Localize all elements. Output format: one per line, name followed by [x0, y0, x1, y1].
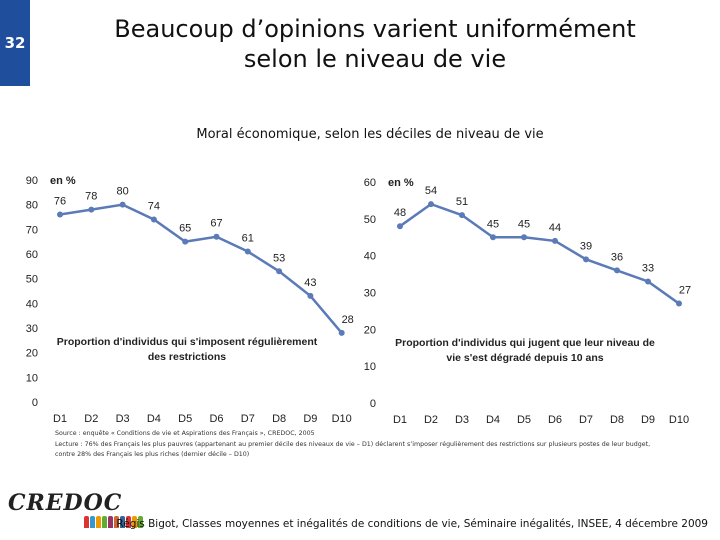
data-point: [676, 300, 682, 307]
data-label: 45: [518, 218, 530, 230]
data-point: [614, 267, 620, 274]
data-label: 51: [456, 196, 468, 208]
data-point: [397, 223, 403, 230]
data-point: [338, 329, 345, 336]
data-point: [459, 212, 465, 219]
y-tick-label: 40: [364, 251, 376, 263]
y-tick-label: 90: [26, 175, 38, 187]
data-point: [88, 206, 95, 213]
data-point: [276, 268, 283, 275]
data-point: [490, 234, 496, 241]
x-tick-label: D4: [147, 413, 161, 425]
x-tick-label: D8: [610, 414, 624, 426]
data-label: 44: [549, 222, 561, 234]
x-tick-label: D9: [303, 413, 317, 425]
x-tick-label: D2: [424, 414, 438, 426]
slide-number: 32: [0, 0, 30, 86]
data-point: [645, 278, 651, 285]
y-tick-label: 40: [26, 298, 38, 310]
data-label: 28: [342, 314, 354, 326]
title-line-1: Beaucoup d’opinions varient uniformément: [114, 15, 636, 43]
y-tick-label: 50: [364, 214, 376, 226]
x-tick-label: D2: [84, 413, 98, 425]
data-point: [552, 237, 558, 244]
footer-credit: Régis Bigot, Classes moyennes et inégali…: [116, 518, 708, 530]
data-point: [521, 234, 527, 241]
y-tick-label: 80: [26, 200, 38, 212]
x-tick-label: D6: [209, 413, 223, 425]
data-label: 53: [273, 252, 285, 264]
x-tick-label: D10: [332, 413, 352, 425]
chart-standard-of-living: 0 10 20 30 40 50 60 en % D1 D2 D3 D4 D5 D6 D7 D8 D9 D10 48…: [364, 177, 691, 426]
data-point: [583, 256, 589, 263]
chart-annotation: vie s'est dégradé depuis 10 ans: [446, 352, 603, 364]
y-tick-label: 0: [370, 398, 376, 410]
data-point: [244, 248, 251, 255]
x-tick-label: D5: [178, 413, 192, 425]
x-tick-label: D1: [393, 414, 407, 426]
data-label: 43: [304, 277, 316, 289]
data-point: [307, 292, 314, 299]
data-label: 80: [116, 186, 128, 198]
source-line: Lecture : 76% des Français les plus pauv…: [55, 440, 651, 448]
data-label: 45: [487, 218, 499, 230]
source-line: contre 28% des Français les plus riches …: [55, 451, 250, 458]
data-label: 76: [54, 196, 66, 208]
y-tick-label: 10: [364, 361, 376, 373]
chart-restrictions: 0 10 20 30 40 50 60 70 80 90 en % D1 D2 D3 D4 D5 D6 D7 D8 D…: [26, 175, 354, 425]
chart-subtitle: Moral économique, selon les déciles de n…: [196, 127, 544, 142]
x-tick-label: D1: [53, 413, 67, 425]
x-tick-label: D9: [641, 414, 655, 426]
data-point: [182, 238, 189, 245]
chart-annotation: des restrictions: [148, 351, 226, 363]
data-label: 48: [394, 207, 406, 219]
data-point: [213, 233, 220, 240]
people-icon: [84, 516, 143, 528]
data-label: 67: [210, 218, 222, 230]
data-point: [119, 201, 126, 208]
title-line-2: selon le niveau de vie: [243, 45, 507, 73]
x-tick-label: D6: [548, 414, 562, 426]
source-note: Source : enquête « Conditions de vie et …: [55, 429, 705, 461]
x-tick-label: D10: [669, 414, 689, 426]
slide-title: Beaucoup d’opinions varient uniformément…: [60, 14, 690, 74]
y-tick-label: 10: [26, 372, 38, 384]
source-line: Source : enquête « Conditions de vie et …: [55, 430, 315, 437]
x-tick-label: D8: [272, 413, 286, 425]
unit-label: en %: [50, 175, 76, 187]
data-label: 65: [179, 223, 191, 235]
data-point: [150, 216, 157, 223]
x-tick-label: D3: [116, 413, 130, 425]
x-tick-label: D4: [486, 414, 500, 426]
y-tick-label: 60: [26, 249, 38, 261]
credoc-logo: CREDOC: [8, 490, 123, 516]
data-label: 39: [580, 240, 592, 252]
data-label: 27: [679, 285, 691, 297]
x-tick-label: D5: [517, 414, 531, 426]
x-tick-label: D3: [455, 414, 469, 426]
chart-annotation: Proportion d'individus qui jugent que le…: [395, 337, 655, 349]
data-label: 61: [242, 233, 254, 245]
y-tick-label: 30: [26, 323, 38, 335]
series-line: [399, 202, 680, 305]
y-tick-label: 20: [26, 348, 38, 360]
data-label: 78: [85, 191, 97, 203]
chart-annotation: Proportion d'individus qui s'imposent ré…: [57, 336, 318, 348]
x-tick-label: D7: [579, 414, 593, 426]
y-tick-label: 60: [364, 177, 376, 189]
series-line: [59, 203, 343, 334]
data-point: [57, 211, 63, 218]
y-tick-label: 20: [364, 324, 376, 336]
data-label: 33: [642, 262, 654, 274]
y-tick-label: 50: [26, 274, 38, 286]
unit-label: en %: [388, 177, 414, 189]
data-label: 74: [148, 200, 160, 212]
x-tick-label: D7: [241, 413, 255, 425]
y-tick-label: 0: [32, 397, 38, 409]
data-label: 54: [425, 185, 437, 197]
y-tick-label: 30: [364, 288, 376, 300]
y-tick-label: 70: [26, 224, 38, 236]
data-point: [428, 201, 434, 208]
data-label: 36: [611, 251, 623, 263]
